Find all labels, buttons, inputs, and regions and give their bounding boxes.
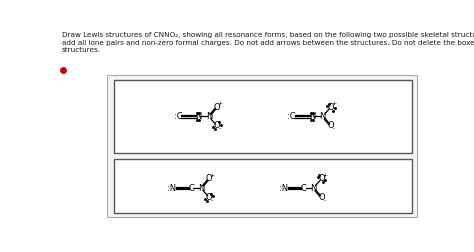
Text: -: - bbox=[333, 127, 335, 132]
Text: :N: :N bbox=[167, 184, 176, 193]
Text: N: N bbox=[319, 112, 326, 121]
Text: N: N bbox=[198, 184, 204, 193]
Text: O: O bbox=[206, 193, 212, 202]
Text: -: - bbox=[211, 198, 213, 203]
Text: -: - bbox=[323, 198, 326, 203]
Text: O: O bbox=[318, 174, 325, 183]
Text: +: + bbox=[217, 102, 222, 106]
Text: O: O bbox=[318, 193, 325, 202]
Text: O: O bbox=[206, 174, 212, 183]
Bar bbox=[113, 159, 412, 213]
Text: +: + bbox=[210, 173, 215, 178]
Text: C: C bbox=[301, 184, 306, 193]
Text: :C: :C bbox=[287, 112, 296, 121]
Text: C: C bbox=[188, 184, 194, 193]
Text: +: + bbox=[331, 102, 337, 106]
Text: N: N bbox=[206, 112, 212, 121]
Text: :C: :C bbox=[173, 112, 182, 121]
Text: O: O bbox=[328, 103, 334, 112]
Bar bbox=[113, 80, 412, 153]
Text: Draw Lewis structures of CNNO₂, showing all resonance forms, based on the follow: Draw Lewis structures of CNNO₂, showing … bbox=[62, 32, 474, 53]
Text: N: N bbox=[310, 184, 317, 193]
Text: O: O bbox=[213, 103, 220, 112]
Bar bbox=[107, 75, 417, 217]
Text: N: N bbox=[309, 112, 315, 121]
Text: +: + bbox=[322, 173, 327, 178]
Text: :N: :N bbox=[280, 184, 289, 193]
Text: -: - bbox=[219, 127, 221, 132]
Text: O: O bbox=[328, 121, 334, 131]
Text: O: O bbox=[213, 121, 220, 131]
Text: N: N bbox=[195, 112, 201, 121]
